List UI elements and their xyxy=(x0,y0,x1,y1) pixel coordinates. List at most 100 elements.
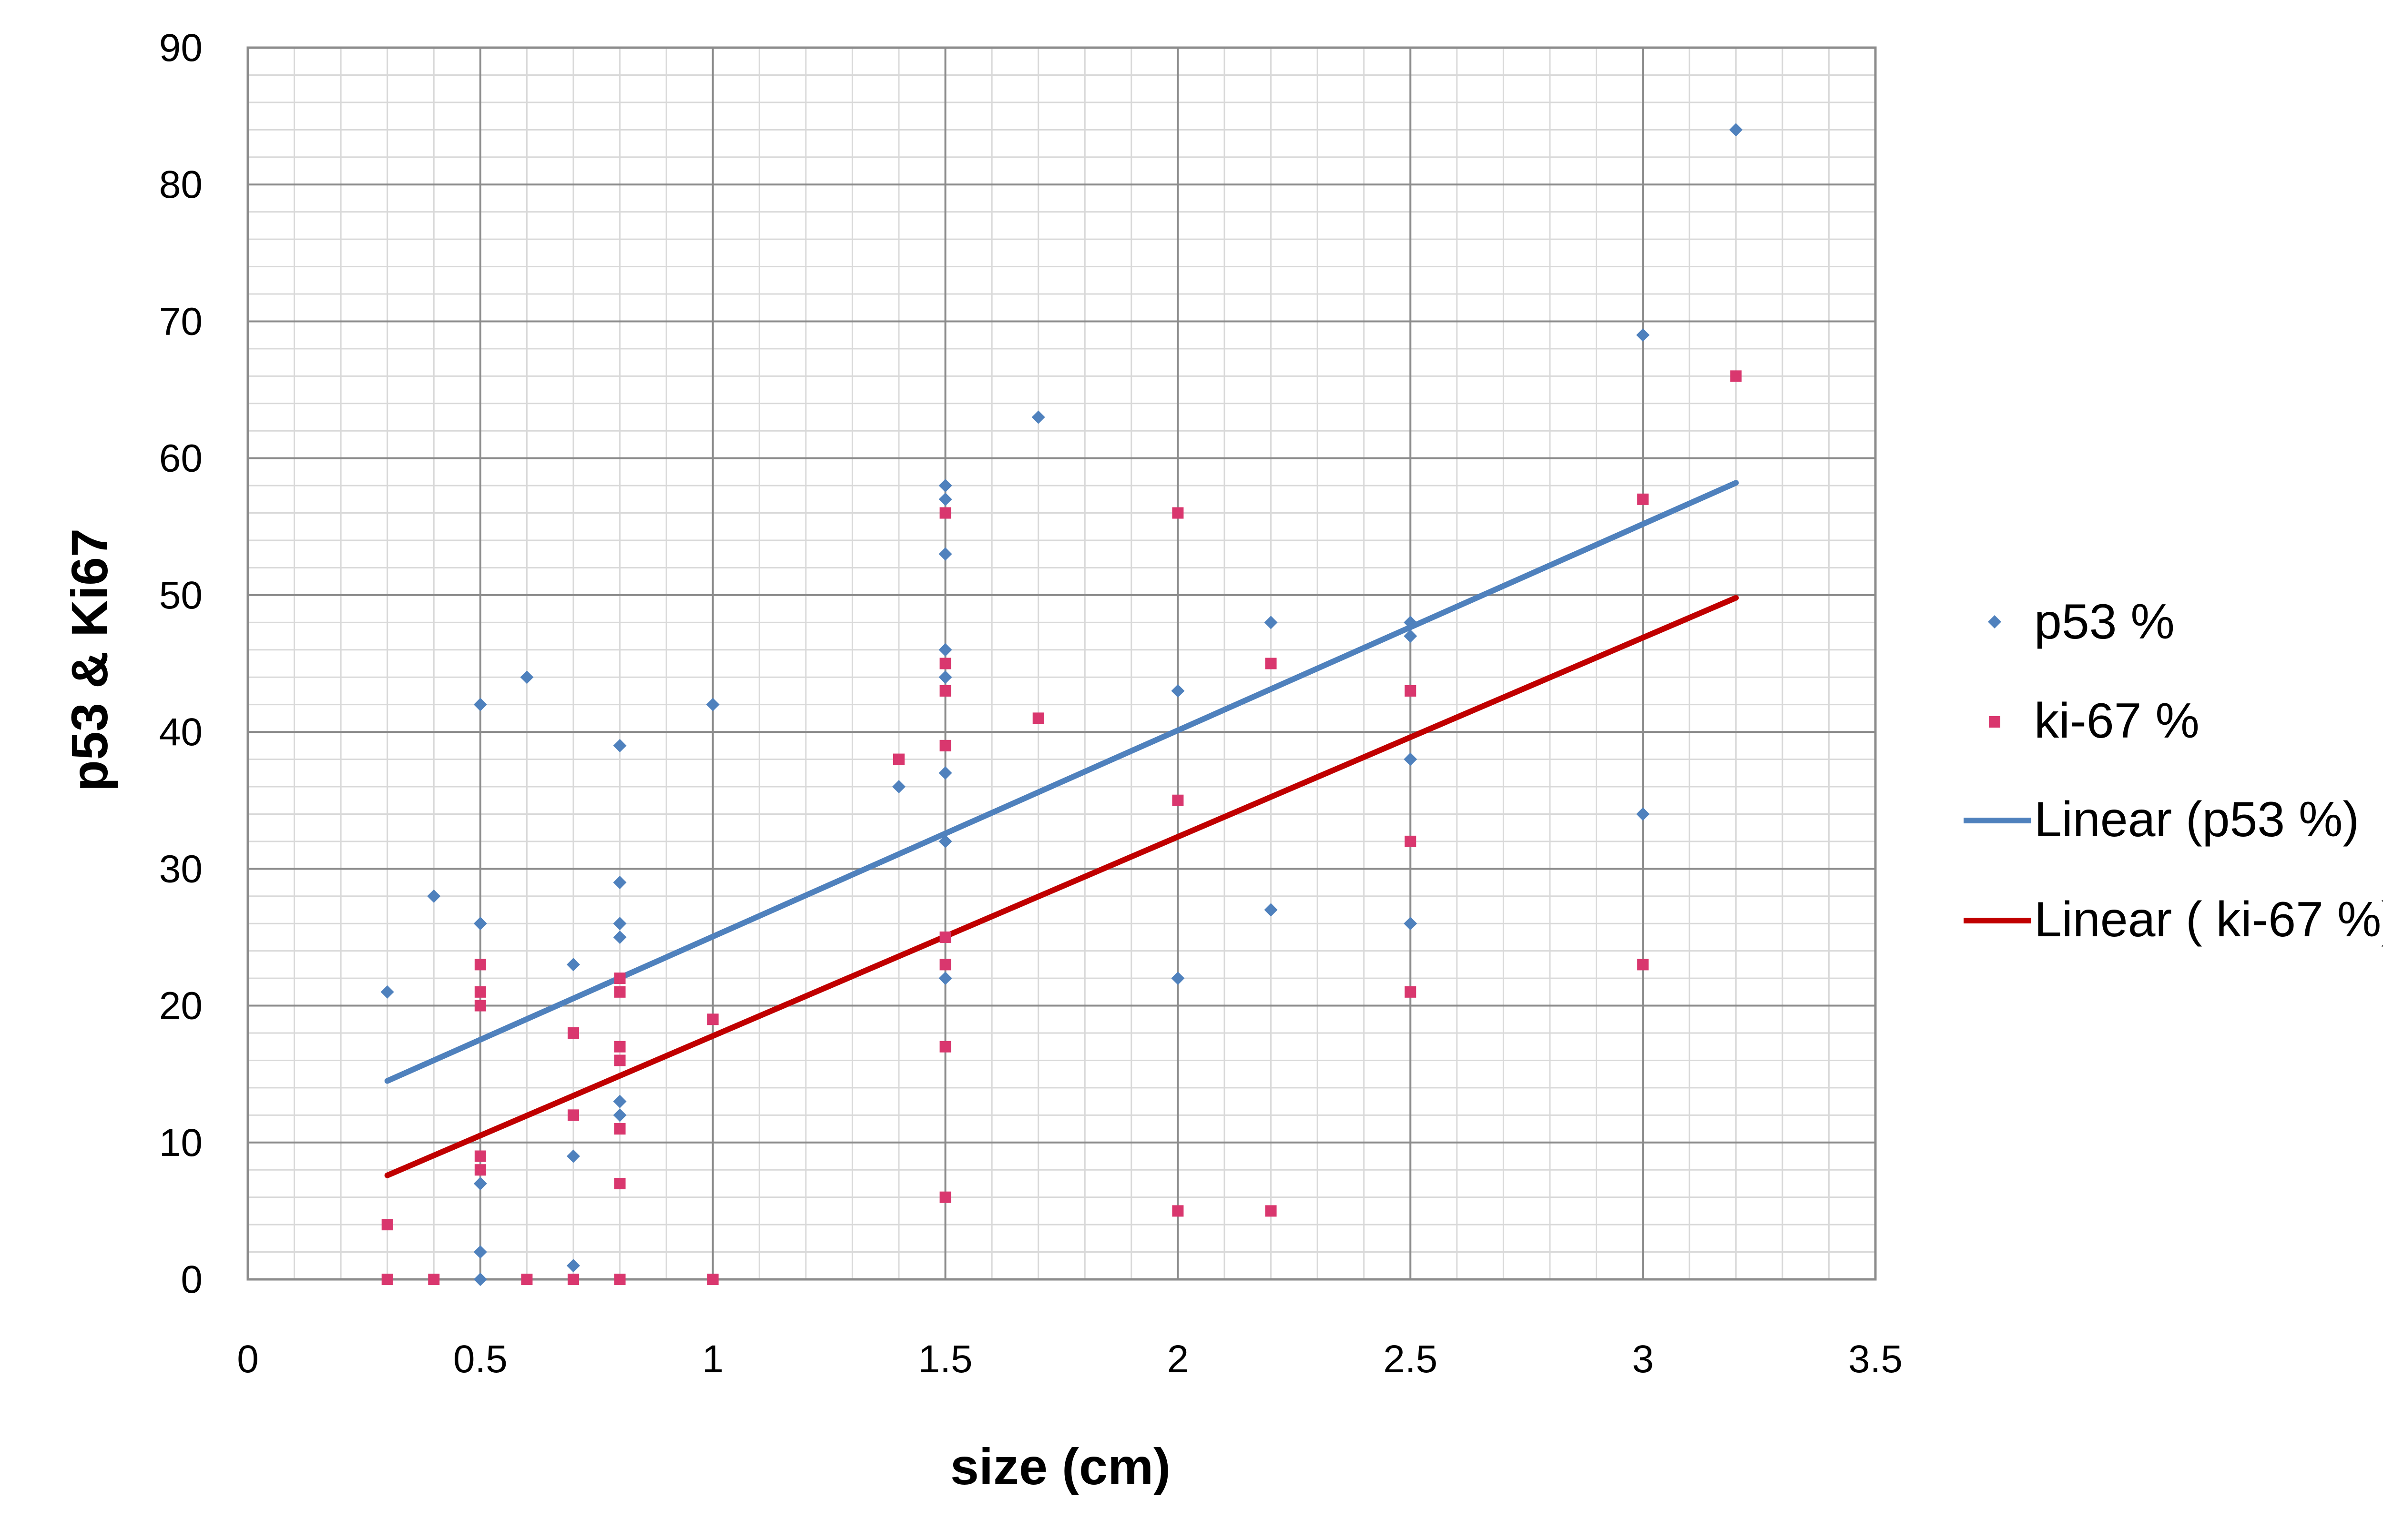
p53-point xyxy=(473,1245,487,1259)
plot-area-frame xyxy=(246,46,1877,1281)
ki67-point xyxy=(568,1274,579,1285)
p53-point xyxy=(892,780,906,793)
ki67-point xyxy=(1172,507,1184,519)
ki67-point xyxy=(1265,658,1277,669)
y-axis-title: p53 & Ki67 xyxy=(61,528,118,791)
p53-point xyxy=(473,1176,487,1190)
p53-point xyxy=(1171,972,1185,985)
ki67-point xyxy=(1405,835,1416,847)
p53-point xyxy=(567,1149,580,1163)
ki67-point xyxy=(1032,712,1044,724)
x-tick-label: 0.5 xyxy=(453,1337,508,1381)
y-tick-label: 50 xyxy=(159,574,203,617)
ki67-point xyxy=(614,1054,626,1066)
ki67-point xyxy=(707,1013,719,1025)
ki67-point xyxy=(1405,986,1416,998)
x-tick-label: 0 xyxy=(237,1337,259,1381)
x-tick-label: 3.5 xyxy=(1848,1337,1903,1381)
p53-point xyxy=(1404,616,1417,629)
p53-point xyxy=(427,889,441,903)
ki67-point xyxy=(1637,493,1649,505)
y-tick-label: 20 xyxy=(159,984,203,1028)
p53-point xyxy=(1404,917,1417,931)
ki67-point xyxy=(614,1274,626,1285)
p53-point xyxy=(613,1108,627,1122)
ki67-point xyxy=(521,1274,533,1285)
y-tick-label: 70 xyxy=(159,300,203,343)
y-tick-label: 60 xyxy=(159,437,203,480)
trendline-linear-p53 xyxy=(384,480,1739,1084)
y-tick-label: 90 xyxy=(159,26,203,70)
ki67-point xyxy=(428,1274,440,1285)
x-tick-label: 2.5 xyxy=(1383,1337,1437,1381)
series-p53 xyxy=(380,123,1743,1286)
ki67-point xyxy=(1405,685,1416,697)
ki67-point xyxy=(939,685,951,697)
legend-label-p53: p53 % xyxy=(2034,594,2175,649)
ki67-point xyxy=(707,1274,719,1285)
ki67-point xyxy=(1265,1205,1277,1217)
ki67-point xyxy=(1172,794,1184,806)
ki67-point xyxy=(614,1123,626,1135)
minor-gridlines xyxy=(247,47,1876,1280)
ki67-point xyxy=(939,740,951,751)
p53-point xyxy=(938,834,952,848)
p53-point xyxy=(473,917,487,931)
ki67-point xyxy=(939,1191,951,1203)
p53-point xyxy=(1171,684,1185,698)
p53-point xyxy=(1729,123,1743,137)
ki67-point xyxy=(568,1109,579,1121)
ki67-point xyxy=(893,753,905,765)
ki67-point xyxy=(474,1000,486,1012)
p53-point xyxy=(1404,629,1417,643)
p53-point xyxy=(567,1259,580,1273)
p53-point xyxy=(938,492,952,506)
p53-point xyxy=(473,698,487,711)
p53-point xyxy=(520,670,534,684)
ki67-point xyxy=(939,658,951,669)
p53-point xyxy=(1264,616,1278,629)
p53-point xyxy=(938,479,952,493)
ki67-point xyxy=(614,1177,626,1189)
x-axis-tick-labels: 0 0.5 1 1.5 2 2.5 3 3.5 xyxy=(237,1337,1903,1381)
legend-marker-p53 xyxy=(1988,615,2001,628)
p53-point xyxy=(1031,410,1045,424)
y-tick-label: 80 xyxy=(159,163,203,206)
p53-point xyxy=(1404,752,1417,766)
ki67-point xyxy=(1730,370,1742,382)
trendlines xyxy=(384,480,1739,1178)
x-tick-label: 3 xyxy=(1632,1337,1654,1381)
ki67-point xyxy=(568,1027,579,1039)
ki67-point xyxy=(1172,1205,1184,1217)
p53-point xyxy=(473,1273,487,1286)
p53-point xyxy=(567,958,580,972)
legend-label-linear-p53: Linear (p53 %) xyxy=(2034,792,2359,847)
legend-label-linear-ki67: Linear ( ki-67 %) xyxy=(2034,892,2383,947)
p53-point xyxy=(1264,903,1278,917)
ki67-point xyxy=(474,986,486,998)
ki67-point xyxy=(474,1150,486,1162)
p53-point xyxy=(938,643,952,657)
ki67-point xyxy=(474,959,486,971)
x-axis-title: size (cm) xyxy=(950,1438,1171,1495)
p53-point xyxy=(613,1094,627,1108)
legend-label-ki67: ki-67 % xyxy=(2034,693,2200,749)
y-axis-tick-labels: 0 10 20 30 40 50 60 70 80 90 xyxy=(159,26,203,1301)
ki67-point xyxy=(614,986,626,998)
legend: p53 % ki-67 % Linear (p53 %) Linear ( ki… xyxy=(1964,594,2383,947)
p53-point xyxy=(613,876,627,890)
p53-point xyxy=(613,739,627,752)
ki67-point xyxy=(939,931,951,943)
ki67-point xyxy=(939,959,951,971)
trendline-linear-ki67 xyxy=(384,595,1739,1178)
p53-point xyxy=(938,670,952,684)
data-series xyxy=(380,123,1743,1286)
p53-point xyxy=(938,766,952,780)
y-tick-label: 10 xyxy=(159,1121,203,1165)
legend-marker-ki67 xyxy=(1989,716,2000,728)
p53-point xyxy=(938,547,952,561)
p53-point xyxy=(1636,328,1650,342)
major-gridlines xyxy=(247,47,1876,1280)
p53-point xyxy=(706,698,720,711)
